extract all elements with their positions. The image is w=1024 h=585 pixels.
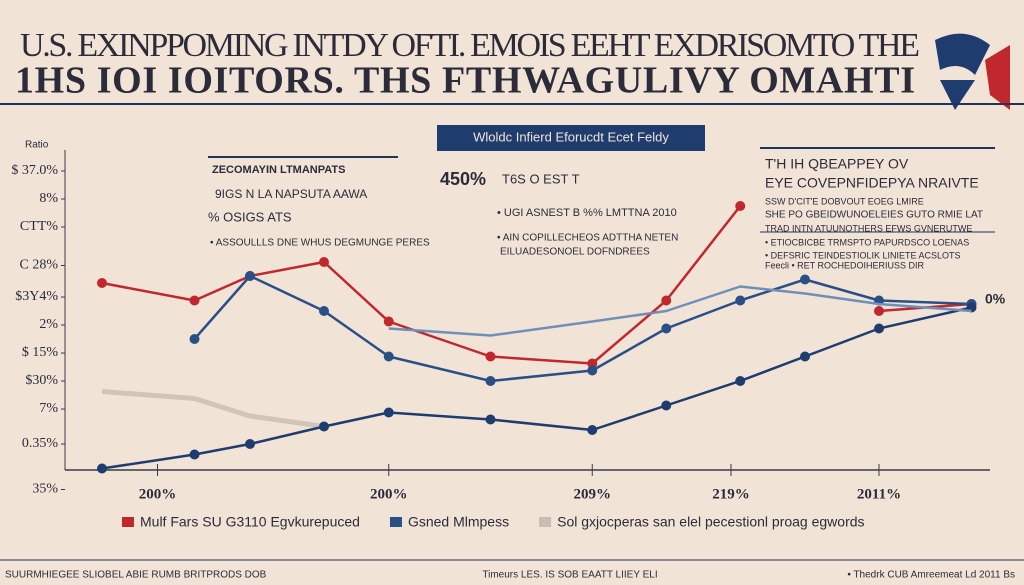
- annotation: EILUADESONOEL DOFNDREES: [500, 247, 650, 258]
- y-tick-label: 7%: [39, 401, 58, 416]
- data-point: [735, 201, 746, 211]
- y-tick-label: 0.35%: [22, 436, 59, 451]
- data-point: [189, 295, 200, 306]
- data-point: [874, 306, 884, 316]
- y-tick-label: 2%: [39, 317, 58, 332]
- annotation: 9IGS N LA NAPSUTA AAWA: [215, 187, 367, 201]
- data-point: [587, 358, 598, 369]
- legend-label: Gsned Mlmpess: [408, 514, 509, 530]
- data-point: [661, 400, 672, 411]
- data-point: [319, 421, 329, 432]
- y-tick-label: C 28%: [20, 258, 59, 273]
- x-tick-label: 2011%: [857, 486, 901, 502]
- annotation: • DEFSRIC TEINDESTIOLIK LINIETE ACSLOTS: [765, 250, 961, 260]
- data-point: [800, 351, 810, 362]
- annotation: T'H IH QBEAPPEY OV: [765, 156, 909, 172]
- footer-text: • Thedrk CUB Amreemeat Ld 2011 Bs: [847, 570, 1015, 581]
- footer-text: Timeurs LES. IS SOB EAATT LIIEY ELI: [482, 570, 657, 581]
- data-point: [245, 271, 255, 281]
- data-point: [319, 306, 329, 316]
- data-point: [383, 407, 394, 418]
- data-point: [485, 351, 496, 362]
- data-point: [383, 316, 394, 327]
- data-point: [735, 376, 746, 386]
- annotation: Feecli • RET ROCHEDOIHERIUSS DIR: [765, 260, 925, 270]
- y-tick-label: CTT%: [20, 219, 58, 234]
- annotation: ZECOMAYIN LTMANPATS: [212, 164, 345, 176]
- x-tick-label: 209%: [574, 486, 612, 502]
- annotation: % OSIGS ATS: [208, 209, 292, 224]
- annotation: 0%: [985, 291, 1006, 307]
- data-point: [661, 295, 672, 306]
- data-point: [319, 257, 329, 267]
- data-point: [97, 463, 107, 474]
- series-line: [388, 285, 972, 337]
- data-point: [587, 365, 598, 376]
- logo: [985, 45, 1010, 110]
- legend-swatch: [389, 517, 402, 527]
- x-tick-label: 219%: [712, 486, 750, 502]
- y-tick-label: $ 37.0%: [11, 163, 58, 178]
- y-tick-label: $3Y4%: [15, 289, 58, 304]
- annotation: TRAD INTN ATUUNOTHERS EFWS GVNERUTWE: [765, 223, 972, 233]
- data-point: [587, 425, 598, 435]
- data-point: [485, 414, 496, 425]
- x-tick-label: 200%: [370, 486, 408, 502]
- annotation: • UGI ASNEST B %% LMTTNA 2010: [497, 207, 677, 219]
- data-point: [189, 334, 200, 344]
- y-tick-label: $30%: [25, 373, 58, 388]
- data-point: [735, 295, 746, 306]
- data-point: [97, 278, 107, 288]
- y-tick-label: 8%: [39, 191, 58, 206]
- annotation: SHE PO GBEIDWUNOELEIES GUTO RMIE LAT: [765, 210, 983, 221]
- annotation: 450%: [440, 169, 486, 189]
- subtitle: Wloldc Infierd Eforucdt Ecet Feldy: [473, 129, 669, 144]
- annotation: T6S O EST T: [502, 171, 580, 186]
- data-point: [874, 323, 884, 334]
- annotation: EYE COVEPNFIDEPYA NRAIVTE: [765, 175, 979, 191]
- title-line: 1HS IOI IOITORS. THS FTHWAGULIVY OMAHTI: [15, 60, 915, 102]
- legend-swatch: [122, 517, 134, 527]
- data-point: [661, 323, 672, 334]
- legend-swatch: [539, 517, 552, 527]
- x-tick-label: 200%: [139, 486, 177, 502]
- y-tick-label: $ 15%: [22, 345, 59, 360]
- subtitle-box: [437, 125, 705, 151]
- data-point: [485, 376, 496, 386]
- y-axis-title: Ratio: [25, 140, 49, 151]
- logo: [935, 33, 990, 75]
- annotation: • ASSOULLLS DNE WHUS DEGMUNGE PERES: [210, 238, 430, 249]
- series-line: [101, 389, 325, 429]
- annotation: • AIN COPILLECHEOS ADTTHA NETEN: [497, 233, 678, 244]
- y-tick-label: 35%: [32, 482, 58, 497]
- title-line: U.S. EXINPPOMING INTDY OFTI. EMOIS EEHT …: [20, 27, 920, 64]
- footer-text: SUURMHIEGEE SLIOBEL ABIE RUMB BRITPRODS …: [5, 570, 267, 581]
- annotation: SSW D'CIT'E DOBVOUT EOEG LMIRE: [765, 196, 924, 206]
- series-line: [101, 306, 972, 470]
- data-point: [245, 439, 255, 449]
- data-point: [383, 351, 394, 362]
- data-point: [800, 274, 810, 285]
- legend-label: Mulf Fars SU G3110 Egvkurepuced: [140, 514, 360, 530]
- legend-label: Sol gxjocperas san elel pecestionl proag…: [557, 514, 864, 530]
- data-point: [189, 449, 200, 460]
- annotation: • ETIOCBICBE TRMSPTO PAPURDSCO LOENAS: [765, 237, 969, 247]
- logo: [940, 80, 975, 110]
